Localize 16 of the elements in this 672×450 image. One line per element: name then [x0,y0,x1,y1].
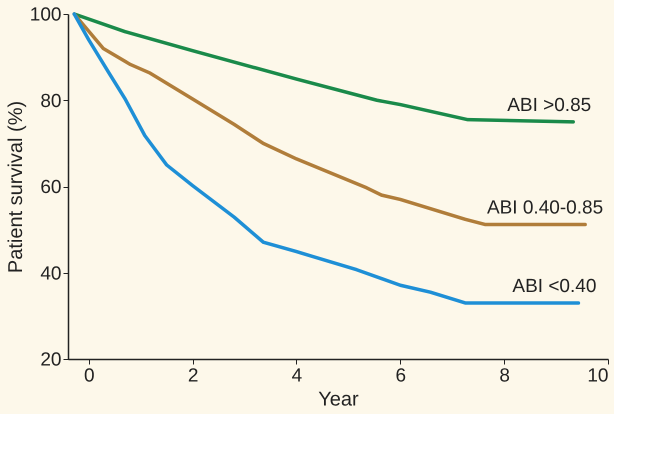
series-label: ABI <0.40 [512,276,596,297]
x-tick-label: 0 [84,366,95,386]
y-tick-label: 80 [40,90,62,112]
series-label: ABI >0.85 [507,94,592,116]
y-tick-label: 20 [40,350,62,370]
x-axis-title: Year [318,388,360,410]
x-tick-label: 2 [188,366,198,386]
y-tick-label: 40 [40,263,62,284]
x-tick-label: 4 [292,366,303,386]
y-axis-title: Patient survival (%) [4,100,27,274]
series-label: ABI 0.40-0.85 [486,197,604,218]
x-tick-label: 6 [396,366,406,386]
x-tick-label: 8 [499,366,510,386]
y-tick-label: 60 [40,177,62,198]
y-tick-label: 100 [30,4,62,26]
x-tick-label: 10 [587,366,608,386]
